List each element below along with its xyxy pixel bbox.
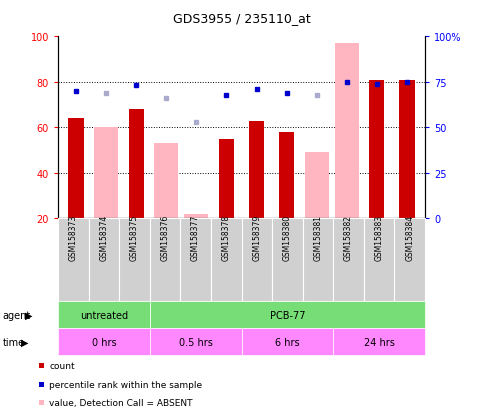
Text: PCB-77: PCB-77 — [270, 310, 305, 320]
Bar — [279, 133, 294, 219]
Text: GSM158383: GSM158383 — [375, 214, 384, 260]
Text: 6 hrs: 6 hrs — [275, 337, 299, 347]
Bar — [399, 80, 414, 219]
Text: 0 hrs: 0 hrs — [92, 337, 116, 347]
Text: value, Detection Call = ABSENT: value, Detection Call = ABSENT — [49, 398, 193, 407]
Text: GSM158382: GSM158382 — [344, 214, 353, 260]
Text: ▶: ▶ — [25, 310, 33, 320]
Bar — [185, 214, 208, 219]
Bar — [128, 110, 144, 219]
Text: agent: agent — [2, 310, 30, 320]
Text: 0.5 hrs: 0.5 hrs — [179, 337, 213, 347]
Text: GSM158378: GSM158378 — [222, 214, 231, 260]
Text: GSM158384: GSM158384 — [405, 214, 414, 260]
Bar — [249, 121, 264, 219]
Text: GSM158379: GSM158379 — [252, 214, 261, 260]
Bar — [335, 44, 359, 219]
Text: GSM158373: GSM158373 — [69, 214, 78, 260]
Text: GSM158377: GSM158377 — [191, 214, 200, 260]
Text: untreated: untreated — [80, 310, 128, 320]
Text: 24 hrs: 24 hrs — [364, 337, 395, 347]
Text: GSM158374: GSM158374 — [99, 214, 108, 260]
Text: percentile rank within the sample: percentile rank within the sample — [49, 380, 202, 389]
Bar — [219, 140, 234, 219]
Text: count: count — [49, 361, 75, 370]
Text: GSM158381: GSM158381 — [313, 214, 323, 260]
Bar — [154, 144, 178, 219]
Bar — [305, 153, 329, 219]
Bar — [94, 128, 118, 219]
Bar — [69, 119, 84, 219]
Text: GDS3955 / 235110_at: GDS3955 / 235110_at — [172, 12, 311, 25]
Text: time: time — [2, 337, 25, 347]
Text: GSM158380: GSM158380 — [283, 214, 292, 260]
Text: GSM158376: GSM158376 — [160, 214, 170, 260]
Text: ▶: ▶ — [21, 337, 29, 347]
Bar — [369, 80, 384, 219]
Text: GSM158375: GSM158375 — [130, 214, 139, 260]
